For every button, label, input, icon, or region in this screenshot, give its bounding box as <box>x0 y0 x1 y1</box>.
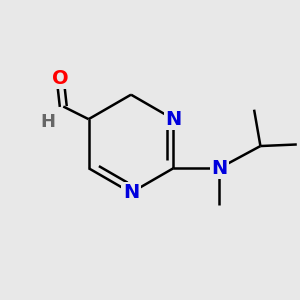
Text: N: N <box>165 110 182 129</box>
Text: H: H <box>40 113 55 131</box>
Text: N: N <box>211 159 227 178</box>
Text: N: N <box>123 183 139 202</box>
Text: O: O <box>52 69 68 88</box>
